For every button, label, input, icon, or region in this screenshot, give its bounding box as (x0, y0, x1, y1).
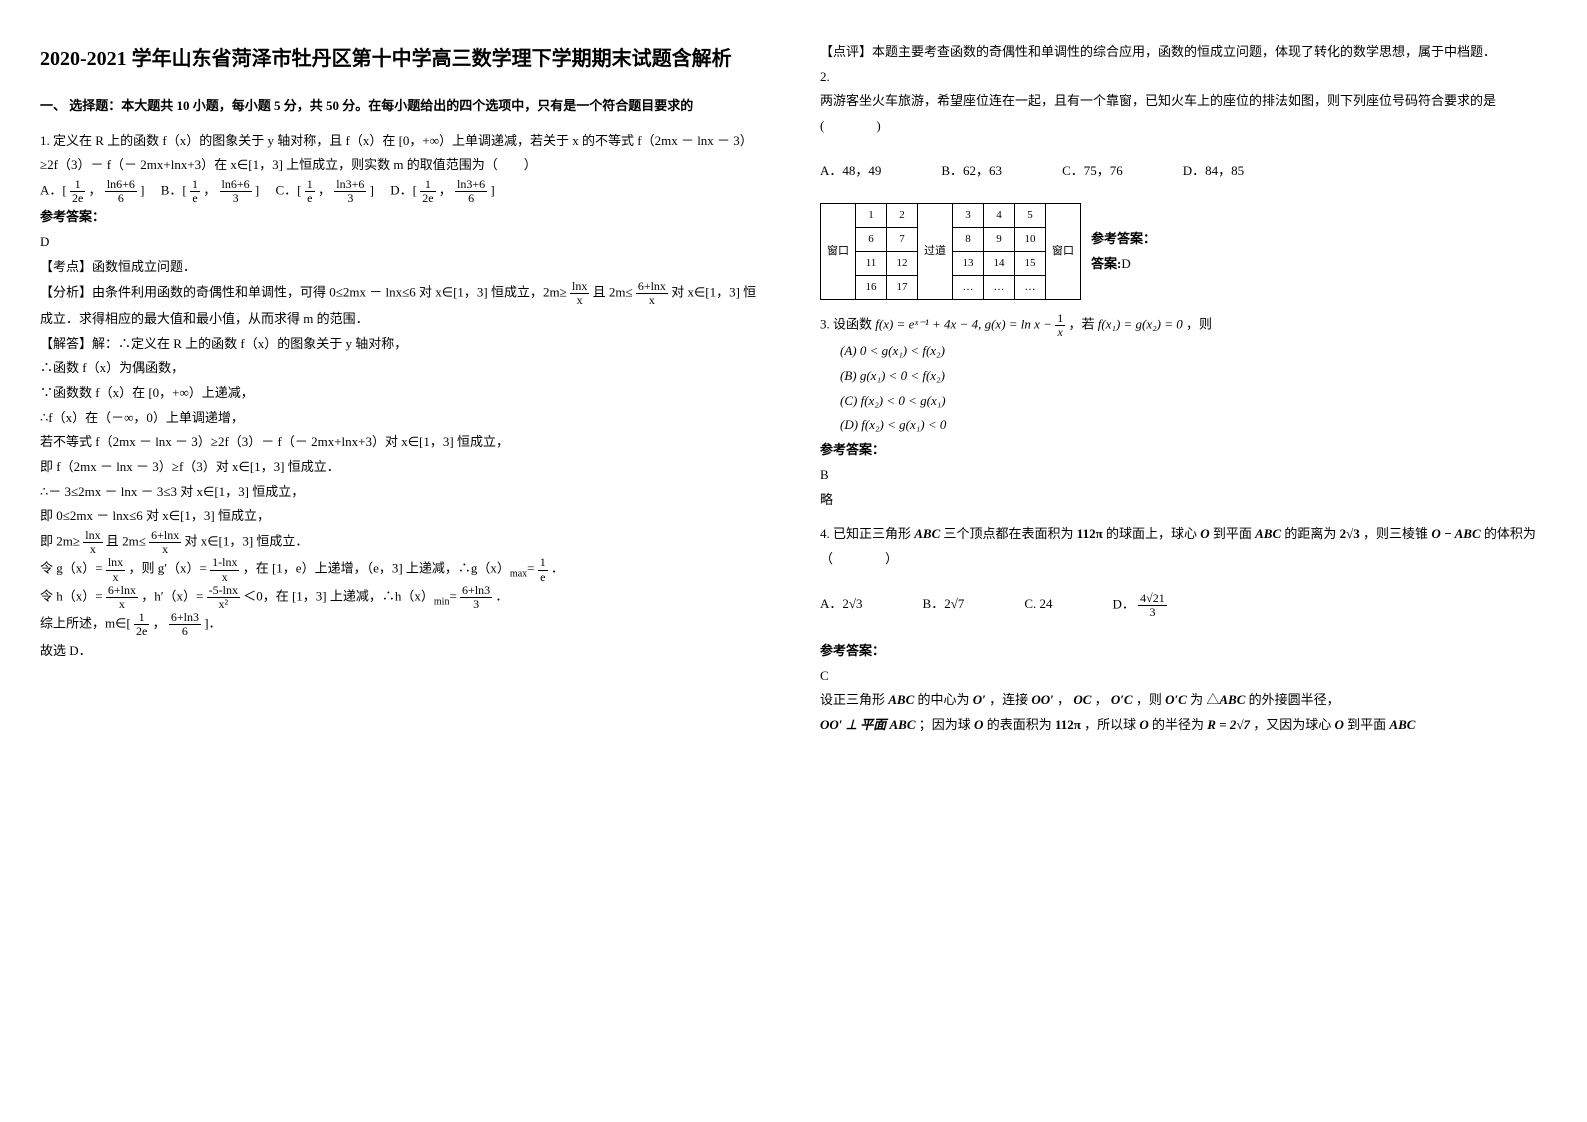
q2-optD: D．84，85 (1183, 159, 1244, 184)
q1-step12: 综上所述，m∈[ 12e ， 6+ln36 ]． (40, 611, 760, 638)
q3-sol: 略 (820, 488, 1540, 513)
q1-fenxi: 【分析】由条件利用函数的奇偶性和单调性，可得 0≤2mx － lnx≤6 对 x… (40, 280, 760, 332)
q4-sol1: 设正三角形 ABC 的中心为 O′ ，连接 OO′ ， OC ， O′C ，则 … (820, 688, 1540, 713)
q3-answer-label: 参考答案： (820, 438, 1540, 463)
q1-step7: ∴－ 3≤2mx － lnx － 3≤3 对 x∈[1，3] 恒成立， (40, 480, 760, 505)
q2-optC: C．75，76 (1062, 159, 1123, 184)
q1-step4: ∴f（x）在（－∞，0）上单调递增， (40, 406, 760, 431)
q2-optB: B．62，63 (941, 159, 1002, 184)
q2-answer: D (1121, 256, 1130, 271)
q1-step13: 故选 D． (40, 639, 760, 664)
doc-title: 2020-2021 学年山东省菏泽市牡丹区第十中学高三数学理下学期期末试题含解析 (40, 40, 760, 78)
q4-answer: C (820, 664, 1540, 689)
optB-frac1: 1e (190, 178, 200, 205)
q3-answer: B (820, 463, 1540, 488)
optB-pre: B．[ (148, 183, 187, 198)
q1-answer-label: 参考答案： (40, 205, 760, 230)
optA-pre: A．[ (40, 183, 67, 198)
q4-optD: D． 4√213 (1113, 592, 1167, 619)
q1-kaodian: 【考点】函数恒成立问题． (40, 255, 760, 280)
q1-step1: 【解答】解：∴定义在 R 上的函数 f（x）的图象关于 y 轴对称， (40, 332, 760, 357)
q4-options: A．2√3 B．2√7 C. 24 D． 4√213 (820, 592, 1540, 619)
seat-left: 窗口 (821, 204, 856, 300)
q2-stem: 两游客坐火车旅游，希望座位连在一起，且有一个靠窗，已知火车上的座位的排法如图，则… (820, 89, 1540, 138)
q3-optA: (A) 0 < g(x₁) < f(x₂) (840, 339, 1540, 364)
q2-optA: A．48，49 (820, 159, 881, 184)
right-column: 【点评】本题主要考查函数的奇偶性和单调性的综合应用，函数的恒成立问题，体现了转化… (820, 40, 1540, 738)
q4-stem: 4. 已知正三角形 ABC 三个顶点都在表面积为 112π 的球面上，球心 O … (820, 522, 1540, 571)
left-column: 2020-2021 学年山东省菏泽市牡丹区第十中学高三数学理下学期期末试题含解析… (40, 40, 760, 738)
q4-optA: A．2√3 (820, 592, 863, 619)
q4-answer-label: 参考答案： (820, 639, 1540, 664)
q1-step8: 即 0≤2mx － lnx≤6 对 x∈[1，3] 恒成立， (40, 504, 760, 529)
exam-document: 2020-2021 学年山东省菏泽市牡丹区第十中学高三数学理下学期期末试题含解析… (40, 40, 1540, 738)
q3-optB: (B) g(x₁) < 0 < f(x₂) (840, 364, 1540, 389)
seat-mid: 过道 (918, 204, 953, 300)
optD-frac1: 12e (420, 178, 435, 205)
q4-optB: B．2√7 (923, 592, 965, 619)
q1-step5: 若不等式 f（2mx － lnx － 3）≥2f（3）－ f（－ 2mx+lnx… (40, 430, 760, 455)
q1-step9: 即 2m≥ lnxx 且 2m≤ 6+lnxx 对 x∈[1，3] 恒成立． (40, 529, 760, 556)
q2-answer-label2: 答案: (1091, 256, 1121, 271)
q1-options: A．[ 12e ， ln6+66 ] B．[ 1e ， ln6+63 ] C．[… (40, 178, 760, 205)
optB-frac2: ln6+63 (220, 178, 252, 205)
q3-stem: 3. 设函数 f(x) = eˣ⁻¹ + 4x − 4, g(x) = ln x… (820, 312, 1540, 339)
q3-optC: (C) f(x₂) < 0 < g(x₁) (840, 389, 1540, 414)
q1-step11: 令 h（x）= 6+lnxx ，h′（x）= -5-lnxx² ＜0，在 [1，… (40, 584, 760, 611)
q1-answer: D (40, 230, 760, 255)
q2-num: 2. (820, 65, 1540, 90)
optA-frac2: ln6+66 (105, 178, 137, 205)
q1-stem: 1. 定义在 R 上的函数 f（x）的图象关于 y 轴对称，且 f（x）在 [0… (40, 129, 760, 178)
seat-table: 窗口 12 过道 345 窗口 67 8910 1112 131415 1617… (820, 203, 1081, 300)
optD-pre: D．[ (377, 183, 417, 198)
q2-seat-area: 窗口 12 过道 345 窗口 67 8910 1112 131415 1617… (820, 203, 1540, 300)
seat-right: 窗口 (1046, 204, 1081, 300)
optA-frac1: 12e (70, 178, 85, 205)
q2-options: A．48，49 B．62，63 C．75，76 D．84，85 (820, 159, 1540, 184)
q4-sol2: OO′ ⊥ 平面 ABC ；因为球 O 的表面积为 112π ，所以球 O 的半… (820, 713, 1540, 738)
q2-answer-label: 参考答案： (1091, 227, 1156, 252)
optC-pre: C．[ (263, 183, 302, 198)
q4-optC: C. 24 (1024, 592, 1052, 619)
q3-optD: (D) f(x₂) < g(x₁) < 0 (840, 413, 1540, 438)
optD-frac2: ln3+66 (455, 178, 487, 205)
optC-frac1: 1e (305, 178, 315, 205)
q1-step6: 即 f（2mx － lnx － 3）≥f（3）对 x∈[1，3] 恒成立． (40, 455, 760, 480)
q1-dianping: 【点评】本题主要考查函数的奇偶性和单调性的综合应用，函数的恒成立问题，体现了转化… (820, 40, 1540, 65)
q1-step3: ∵函数数 f（x）在 [0，+∞）上递减， (40, 381, 760, 406)
optC-frac2: ln3+63 (334, 178, 366, 205)
q1-step10: 令 g（x）= lnxx ，则 g′（x）= 1-lnxx ，在 [1，e）上递… (40, 556, 760, 583)
part1-heading: 一、 选择题：本大题共 10 小题，每小题 5 分，共 50 分。在每小题给出的… (40, 94, 760, 119)
q1-step2: ∴函数 f（x）为偶函数， (40, 356, 760, 381)
